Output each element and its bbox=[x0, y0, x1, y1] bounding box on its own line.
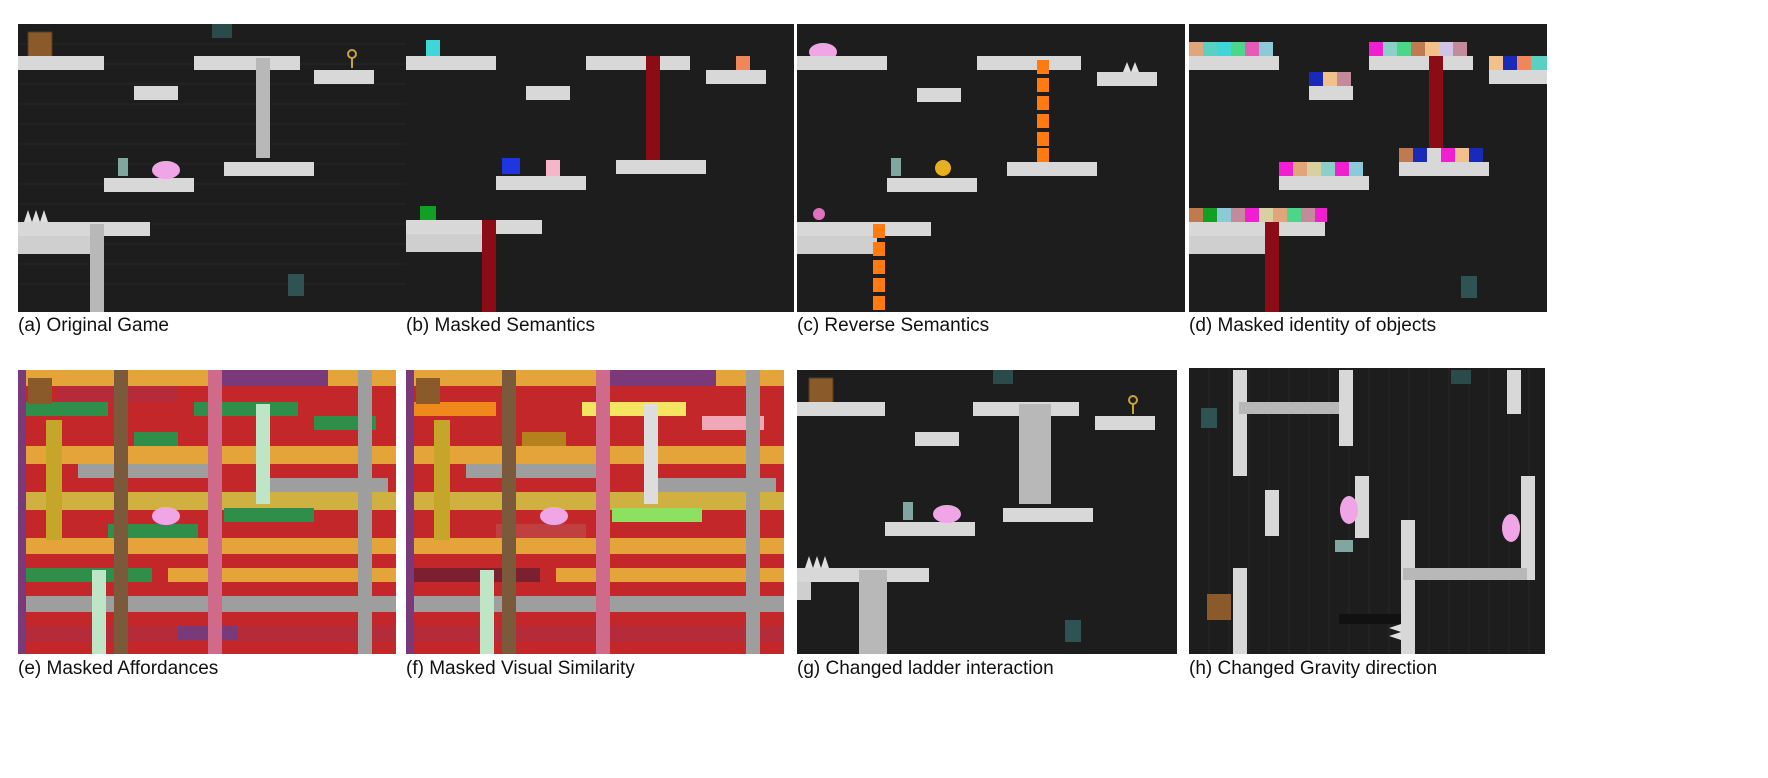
panel-masked-semantics bbox=[406, 24, 794, 312]
enemy bbox=[152, 161, 180, 179]
panel-changed-gravity bbox=[1189, 368, 1545, 654]
panel-original-game bbox=[18, 24, 406, 312]
caption-a: (a) Original Game bbox=[18, 315, 169, 336]
caption-g: (g) Changed ladder interaction bbox=[797, 658, 1054, 679]
player bbox=[118, 158, 128, 176]
caption-f: (f) Masked Visual Similarity bbox=[406, 658, 635, 679]
caption-h: (h) Changed Gravity direction bbox=[1189, 658, 1438, 679]
spikes bbox=[24, 210, 48, 222]
panel-masked-visual-similarity bbox=[406, 370, 784, 654]
caption-b: (b) Masked Semantics bbox=[406, 315, 596, 336]
panel-masked-identity bbox=[1189, 24, 1547, 312]
caption-c: (c) Reverse Semantics bbox=[797, 315, 990, 336]
caption-e: (e) Masked Affordances bbox=[18, 658, 219, 679]
panel-masked-affordances bbox=[18, 370, 396, 654]
panel-reverse-semantics bbox=[797, 24, 1185, 312]
ladder bbox=[256, 58, 270, 158]
caption-d: (d) Masked identity of objects bbox=[1189, 315, 1437, 336]
door bbox=[27, 31, 53, 59]
panel-changed-ladder bbox=[797, 370, 1177, 654]
